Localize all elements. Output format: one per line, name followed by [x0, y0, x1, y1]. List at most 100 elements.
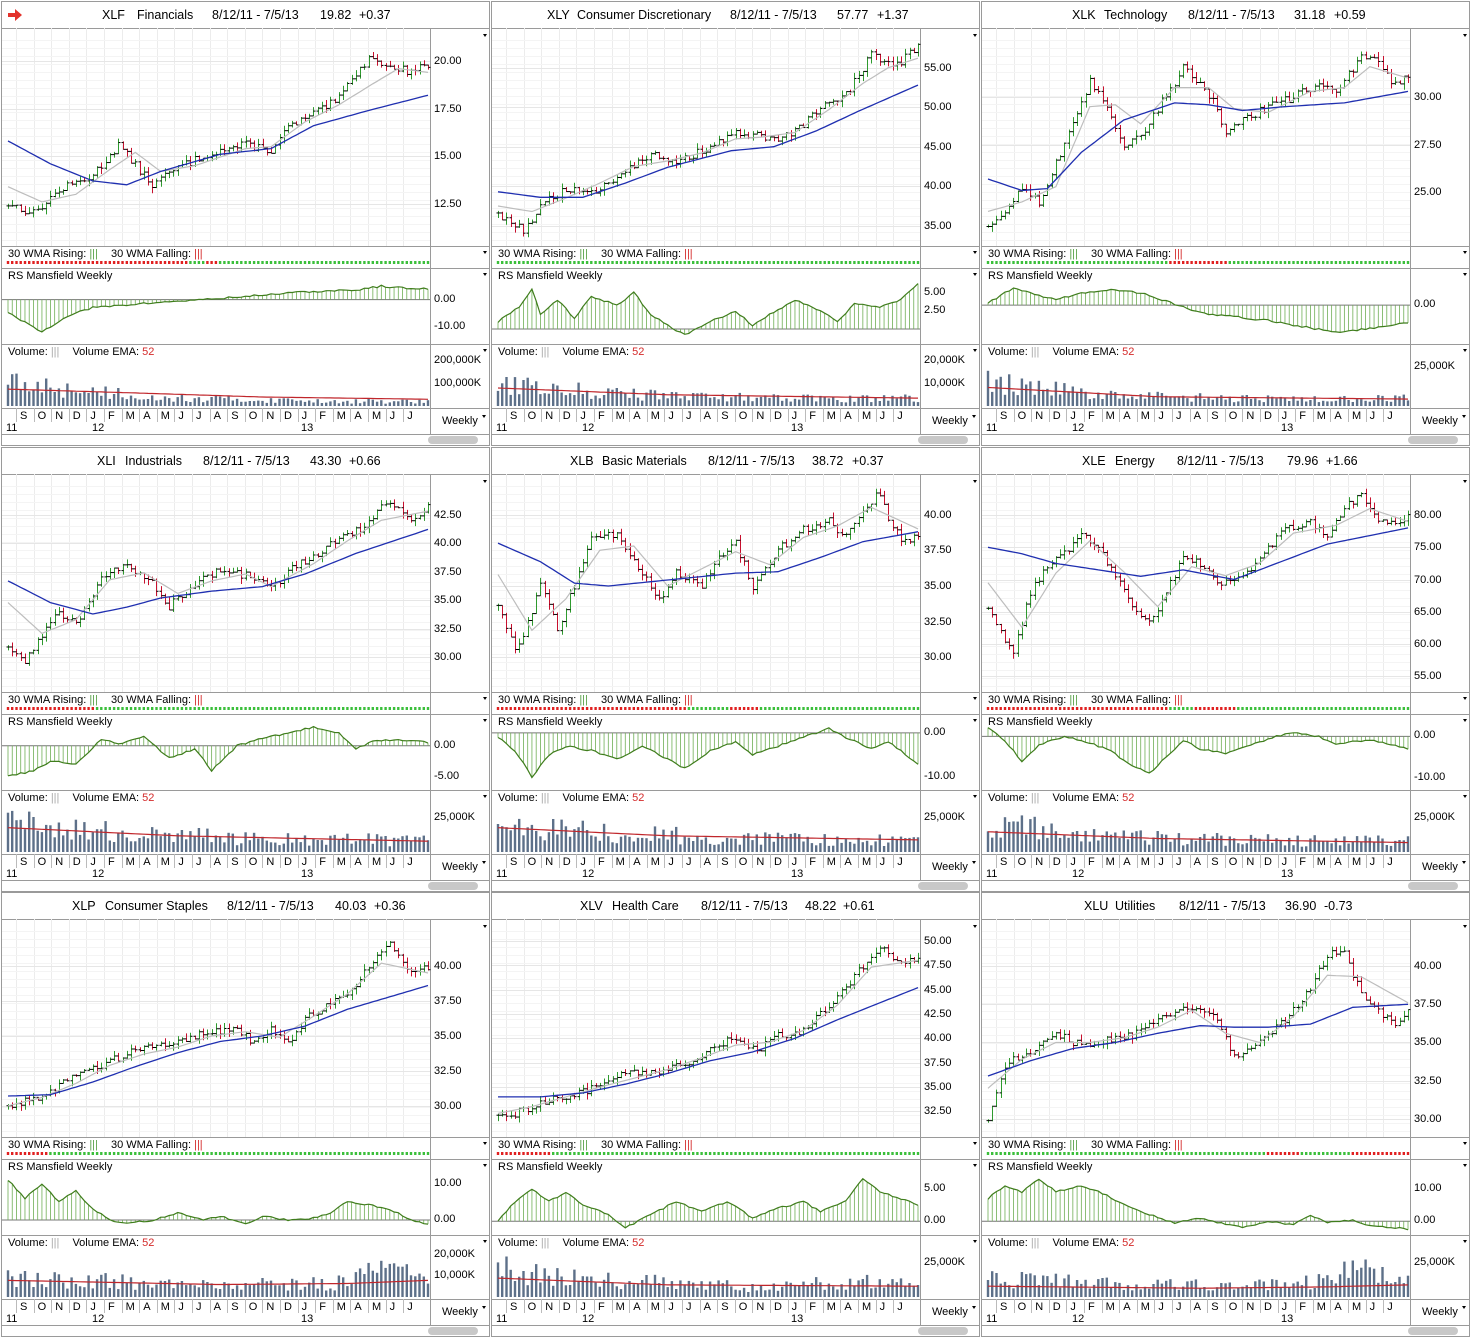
price-bar: [818, 522, 823, 529]
price-bar: [1151, 615, 1156, 624]
volume-ema-label: Volume EMA:: [69, 346, 143, 358]
wma-sign-dot: [827, 707, 831, 710]
volume-bar: [193, 836, 196, 852]
price-bar: [865, 56, 870, 77]
volume-bar: [1012, 821, 1015, 852]
price-bar: [1134, 601, 1139, 616]
volume-bar: [62, 397, 65, 406]
wma-sign-dot: [218, 707, 222, 710]
weekly-interval-select[interactable]: Weekly: [932, 861, 968, 873]
price-bar: [341, 85, 346, 101]
wma-sign-dot: [1296, 261, 1299, 264]
price-bar: [104, 571, 109, 582]
wma-sign-dot: [543, 707, 546, 710]
weekly-interval-select[interactable]: Weekly: [442, 415, 478, 427]
dropdown-icon: [483, 251, 487, 254]
price-bar: [649, 152, 654, 165]
volume-bar: [100, 829, 103, 852]
wma-sign-dot: [1118, 707, 1121, 710]
wma-sign-dot: [556, 261, 559, 264]
month-label: O: [249, 410, 258, 422]
volume-bar: [1139, 830, 1142, 852]
chart-scrollbar[interactable]: [428, 882, 478, 890]
chart-scrollbar[interactable]: [918, 436, 968, 444]
volume-bar: [278, 398, 281, 406]
volume-bar: [1020, 378, 1024, 406]
price-bar: [1279, 527, 1284, 540]
volume-bar: [1156, 831, 1159, 852]
price-bar: [1228, 128, 1233, 136]
weekly-interval-select[interactable]: Weekly: [1422, 415, 1458, 427]
month-label: O: [528, 856, 537, 868]
wma-sign-dot: [125, 261, 128, 264]
wma-sign-dot: [1305, 707, 1308, 710]
volume-bar: [1126, 839, 1130, 852]
chart-scrollbar[interactable]: [428, 436, 478, 444]
wma-sign-dot: [1194, 707, 1198, 710]
wma-sign-dot: [1305, 261, 1308, 264]
month-label: O: [38, 856, 47, 868]
wma-sign-dot: [857, 707, 860, 710]
wma-sign-dot: [619, 707, 623, 710]
volume-bar: [995, 379, 998, 406]
price-bar: [27, 651, 32, 666]
wma-sign-dot: [916, 261, 920, 264]
volume-bar: [999, 376, 1002, 406]
wma-sign-dot: [649, 261, 652, 264]
price-bar: [653, 150, 658, 156]
wma-sign-dot: [172, 707, 175, 710]
wma-sign-dot: [789, 261, 792, 264]
chart-scrollbar[interactable]: [918, 882, 968, 890]
price-bar: [772, 136, 777, 142]
volume-ema-line: [987, 386, 1409, 400]
chart-header: XLK Technology 8/12/11 - 7/5/13 31.18 +0.59: [982, 2, 1469, 29]
wma-sign-dot: [1139, 261, 1142, 264]
volume-bar: [607, 388, 610, 406]
volume-bar: [1088, 399, 1091, 406]
volume-bar: [231, 833, 234, 852]
wma-falling-glyph: |||: [1174, 248, 1183, 260]
month-label: J: [1158, 410, 1164, 422]
weekly-interval-select[interactable]: Weekly: [932, 415, 968, 427]
price-bar: [1177, 560, 1182, 582]
price-bar: [290, 120, 295, 128]
wma-falling-label: 30 WMA Falling:: [107, 248, 195, 260]
volume-bar: [904, 394, 907, 406]
price-bar: [1241, 116, 1246, 130]
price-bar: [1088, 534, 1093, 547]
year-label: 13: [301, 422, 313, 434]
flag-arrow-icon[interactable]: [8, 9, 22, 21]
price-bar: [116, 567, 121, 574]
chart-scrollbar[interactable]: [1408, 436, 1458, 444]
weekly-interval-select[interactable]: Weekly: [442, 861, 478, 873]
price-bar: [780, 540, 785, 555]
volume-bar: [700, 839, 703, 852]
wma-sign-dot: [798, 261, 801, 264]
price-bar: [1147, 613, 1152, 626]
volume-bar: [577, 382, 580, 406]
wma-sign-dot: [1173, 707, 1176, 710]
price-bar: [1139, 134, 1144, 141]
volume-bar: [108, 840, 111, 852]
rs-line: [497, 283, 919, 335]
volume-bar: [573, 395, 576, 406]
price-bar: [1037, 576, 1042, 587]
price-bar: [82, 177, 87, 183]
price-bar: [632, 162, 637, 170]
wma-sign-dot: [104, 707, 107, 710]
wma-sign-dot: [1330, 707, 1333, 710]
price-bar: [99, 162, 104, 174]
price-bar: [1088, 74, 1093, 95]
price-bar: [513, 222, 518, 233]
wma-sign-dot: [57, 707, 61, 710]
volume-bar: [518, 394, 521, 406]
price-bar: [99, 571, 104, 587]
price-bar: [784, 539, 789, 548]
wma-sign-dot: [1360, 261, 1363, 264]
volume-bar: [189, 831, 192, 852]
price-bar: [265, 146, 270, 156]
price-bar: [602, 529, 607, 540]
wma-sign-dot: [155, 261, 158, 264]
price-tick-label: 45.00: [924, 140, 952, 153]
wma-falling-label: 30 WMA Falling:: [597, 248, 685, 260]
